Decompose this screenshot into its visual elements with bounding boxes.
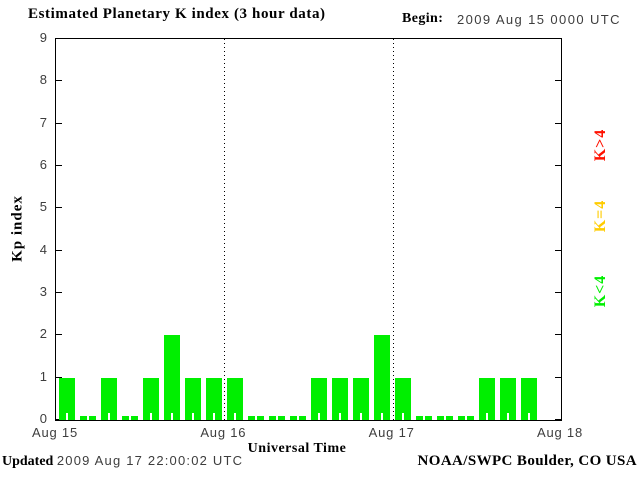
chart-title: Estimated Planetary K index (3 hour data… <box>28 6 326 22</box>
y-tick-mark-right <box>555 38 561 39</box>
updated-value: 2009 Aug 17 22:00:02 UTC <box>56 453 244 468</box>
updated-label: Updated <box>2 454 54 469</box>
bar-tick-notch <box>107 413 110 420</box>
day-boundary-dotted-line <box>224 39 225 420</box>
kp-bar <box>353 378 370 420</box>
kp-bar <box>100 378 117 420</box>
bar-tick-notch <box>423 416 426 420</box>
bar-tick-notch <box>486 413 489 420</box>
updated-timestamp: Updated 2009 Aug 17 22:00:02 UTC <box>2 453 243 470</box>
y-tick-label: 5 <box>39 199 47 215</box>
kp-bar <box>58 378 75 420</box>
y-tick-mark-right <box>555 80 561 82</box>
kp-bar <box>500 378 517 420</box>
bar-tick-notch <box>254 416 257 420</box>
x-tick-label: Aug 18 <box>536 425 584 440</box>
legend-label-k_gt_4: K>4 <box>592 128 609 162</box>
kp-bar <box>247 416 264 420</box>
kp-bar <box>437 416 454 420</box>
kp-bar <box>311 378 327 420</box>
kp-bar <box>205 378 222 420</box>
plot-area <box>55 38 562 421</box>
y-axis-title: Kp index <box>9 195 26 262</box>
kp-bar <box>142 378 159 420</box>
bar-tick-notch <box>170 413 173 420</box>
kp-bar <box>290 416 306 420</box>
y-tick-label: 0 <box>39 411 47 426</box>
kp-bar <box>184 378 201 420</box>
y-tick-mark-left <box>56 38 62 39</box>
y-tick-label: 1 <box>39 368 47 384</box>
y-tick-mark-left <box>56 122 62 124</box>
bar-tick-notch <box>212 413 215 420</box>
kp-bar <box>416 416 433 420</box>
y-tick-mark-left <box>56 207 62 209</box>
bar-tick-notch <box>318 413 320 420</box>
x-tick-label: Aug 16 <box>200 425 247 440</box>
y-tick-label: 7 <box>39 114 47 130</box>
y-tick-mark-right <box>555 249 561 251</box>
y-tick-label: 2 <box>39 326 47 342</box>
y-tick-mark-left <box>56 249 62 251</box>
y-tick-mark-right <box>555 292 561 293</box>
y-tick-mark-left <box>56 165 62 166</box>
begin-value: 2009 Aug 15 0000 UTC <box>457 12 621 27</box>
bar-tick-notch <box>191 413 194 420</box>
day-boundary-dotted-line <box>393 39 394 420</box>
bar-tick-notch <box>465 416 468 420</box>
kp-bar <box>458 416 475 420</box>
x-tick-label: Aug 15 <box>31 425 79 440</box>
kp-bar <box>163 335 180 420</box>
y-tick-label: 4 <box>39 241 47 257</box>
bar-tick-notch <box>149 413 152 420</box>
y-tick-mark-right <box>555 165 561 166</box>
bar-tick-notch <box>339 413 342 420</box>
y-tick-label: 9 <box>39 30 47 45</box>
y-tick-mark-left <box>56 292 62 293</box>
kp-bar <box>479 378 496 420</box>
bar-tick-notch <box>381 413 384 420</box>
bar-tick-notch <box>65 413 68 420</box>
y-tick-mark-right <box>555 334 561 336</box>
y-tick-mark-right <box>555 419 561 420</box>
x-tick-label: Aug 17 <box>368 425 415 440</box>
y-tick-mark-left <box>56 334 62 336</box>
y-tick-label: 8 <box>39 72 47 88</box>
y-tick-mark-right <box>555 376 561 378</box>
bar-tick-notch <box>297 416 299 420</box>
x-axis-title: Universal Time <box>247 441 347 456</box>
bar-tick-notch <box>86 416 89 420</box>
legend-label-k_lt_4: K<4 <box>592 274 609 308</box>
bar-tick-notch <box>402 413 405 420</box>
y-tick-label: 6 <box>39 157 47 172</box>
kp-bar <box>79 416 96 420</box>
bar-tick-notch <box>275 416 278 420</box>
bar-tick-notch <box>507 413 510 420</box>
y-tick-mark-right <box>555 207 561 209</box>
kp-bar <box>268 416 285 420</box>
kp-bar <box>121 416 138 420</box>
y-tick-mark-left <box>56 376 62 378</box>
bar-tick-notch <box>444 416 447 420</box>
bar-tick-notch <box>233 413 236 420</box>
kp-bar <box>521 378 538 420</box>
begin-label: Begin: <box>402 11 444 26</box>
kp-bar <box>395 378 412 420</box>
kp-bar <box>374 335 391 420</box>
y-tick-mark-left <box>56 80 62 82</box>
bar-tick-notch <box>128 416 131 420</box>
y-tick-mark-right <box>555 122 561 124</box>
bar-tick-notch <box>528 413 531 420</box>
kp-bar <box>332 378 349 420</box>
legend-label-k_eq_4: K=4 <box>592 199 609 233</box>
credit-text: NOAA/SWPC Boulder, CO USA <box>417 453 637 469</box>
kp-bar <box>226 378 243 420</box>
y-tick-label: 3 <box>39 284 47 299</box>
bar-tick-notch <box>360 413 363 420</box>
